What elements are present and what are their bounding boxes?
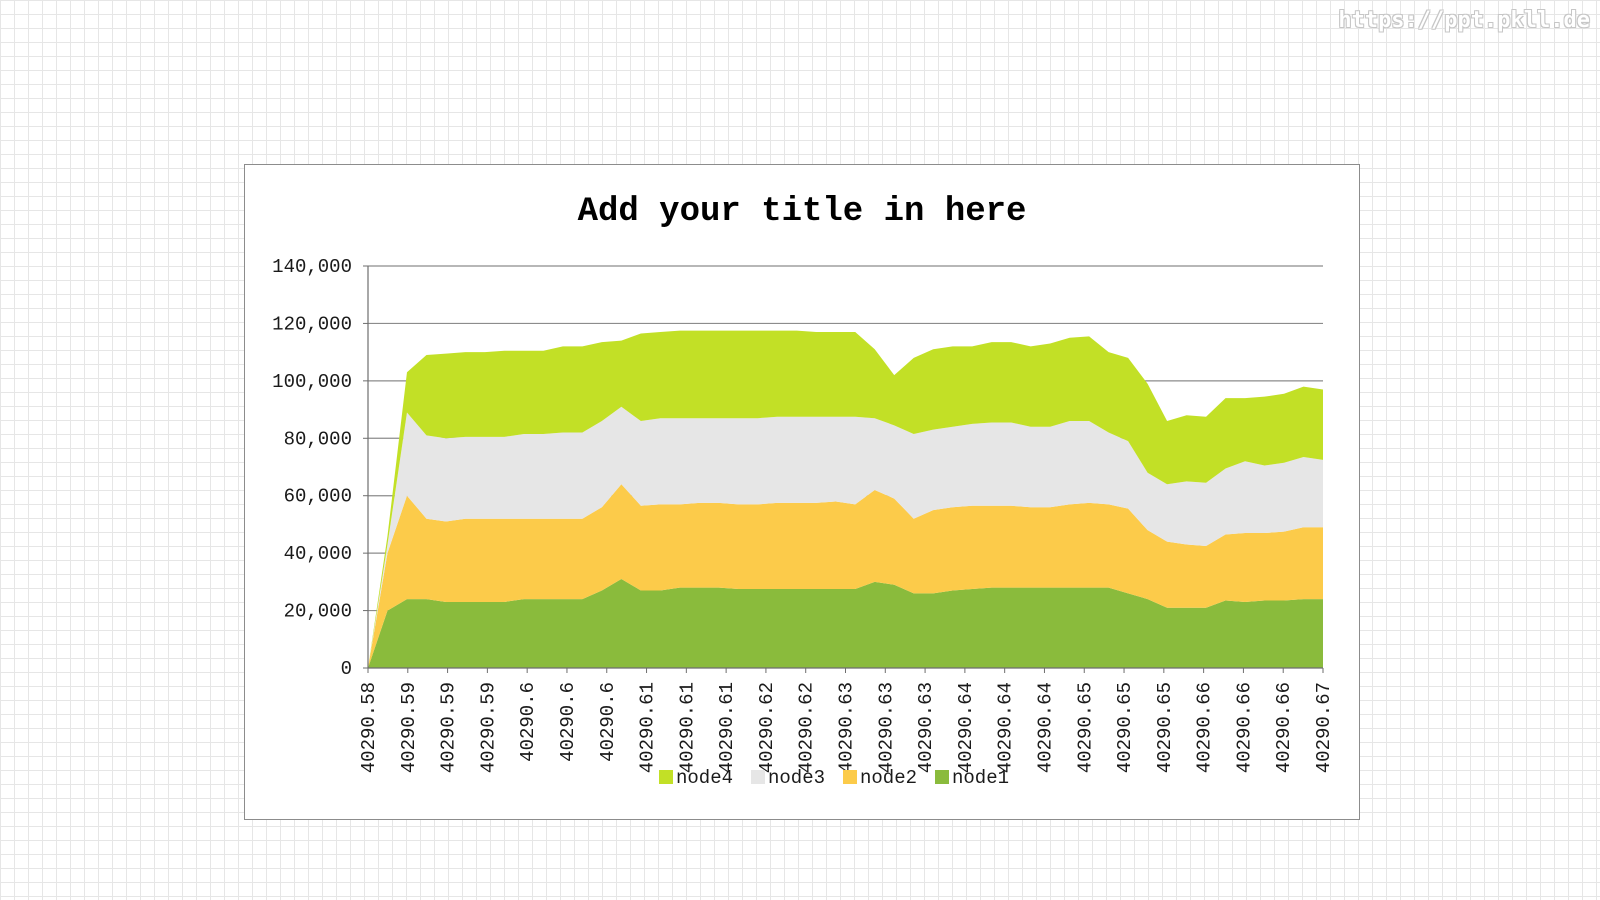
x-tick-label: 40290.6 xyxy=(597,682,619,762)
x-tick-label: 40290.64 xyxy=(955,682,977,773)
chart-title: Add your title in here xyxy=(578,193,1027,231)
legend-label-node3: node3 xyxy=(768,767,825,789)
y-tick-label: 0 xyxy=(341,658,352,680)
legend: node4 node3 node2 node1 xyxy=(659,767,1009,789)
x-tick-label: 40290.6 xyxy=(557,682,579,762)
legend-swatch-node2 xyxy=(843,770,857,784)
area-series-group xyxy=(368,330,1323,668)
x-tick-label: 40290.62 xyxy=(796,682,818,773)
x-tick-label: 40290.61 xyxy=(637,682,659,773)
x-tick-label: 40290.58 xyxy=(358,682,380,773)
legend-label-node2: node2 xyxy=(860,767,917,789)
y-tick-label: 20,000 xyxy=(284,601,352,623)
x-tick-label: 40290.65 xyxy=(1154,682,1176,773)
legend-swatch-node3 xyxy=(751,770,765,784)
x-tick-label: 40290.64 xyxy=(1034,682,1056,773)
x-tick-label: 40290.61 xyxy=(676,682,698,773)
x-tick-label: 40290.59 xyxy=(477,682,499,773)
y-tick-label: 120,000 xyxy=(272,313,352,335)
area-series-node3 xyxy=(368,406,1323,668)
x-tick-label: 40290.66 xyxy=(1194,682,1216,773)
area-series-node1 xyxy=(368,578,1323,668)
x-tick-label: 40290.59 xyxy=(398,682,420,773)
legend-swatch-node4 xyxy=(659,770,673,784)
area-series-node2 xyxy=(368,484,1323,668)
axes xyxy=(363,265,1324,673)
y-tick-label: 140,000 xyxy=(272,256,352,278)
y-tick-label: 60,000 xyxy=(284,486,352,508)
x-tick-label: 40290.67 xyxy=(1313,682,1335,773)
x-tick-label: 40290.66 xyxy=(1273,682,1295,773)
chart-panel: Add your title in here 0 20,000 40,000 60,0… xyxy=(244,164,1360,820)
x-tick-label: 40290.64 xyxy=(995,682,1017,773)
legend-label-node1: node1 xyxy=(952,767,1009,789)
y-tick-label: 40,000 xyxy=(284,543,352,565)
x-tick-label: 40290.59 xyxy=(438,682,460,773)
x-tick-label: 40290.63 xyxy=(875,682,897,773)
x-tick-label: 40290.63 xyxy=(915,682,937,773)
x-tick-label: 40290.61 xyxy=(716,682,738,773)
watermark-url: https://ppt.pkll.de xyxy=(1338,8,1590,33)
x-tick-label: 40290.6 xyxy=(517,682,539,762)
stacked-area-chart: Add your title in here 0 20,000 40,000 60,0… xyxy=(272,193,1335,789)
x-axis-tick-labels: 40290.58 40290.59 40290.59 40290.59 40290.6 4… xyxy=(358,682,1335,773)
y-axis-tick-labels: 0 20,000 40,000 60,000 80,000 100,000 120,000 1… xyxy=(272,256,352,680)
legend-swatch-node1 xyxy=(935,770,949,784)
x-tick-label: 40290.63 xyxy=(836,682,858,773)
y-tick-label: 80,000 xyxy=(284,428,352,450)
legend-label-node4: node4 xyxy=(676,767,733,789)
x-tick-label: 40290.62 xyxy=(756,682,778,773)
x-tick-label: 40290.65 xyxy=(1114,682,1136,773)
x-tick-label: 40290.66 xyxy=(1233,682,1255,773)
area-series-node4 xyxy=(368,330,1323,668)
y-tick-label: 100,000 xyxy=(272,371,352,393)
x-tick-label: 40290.65 xyxy=(1074,682,1096,773)
